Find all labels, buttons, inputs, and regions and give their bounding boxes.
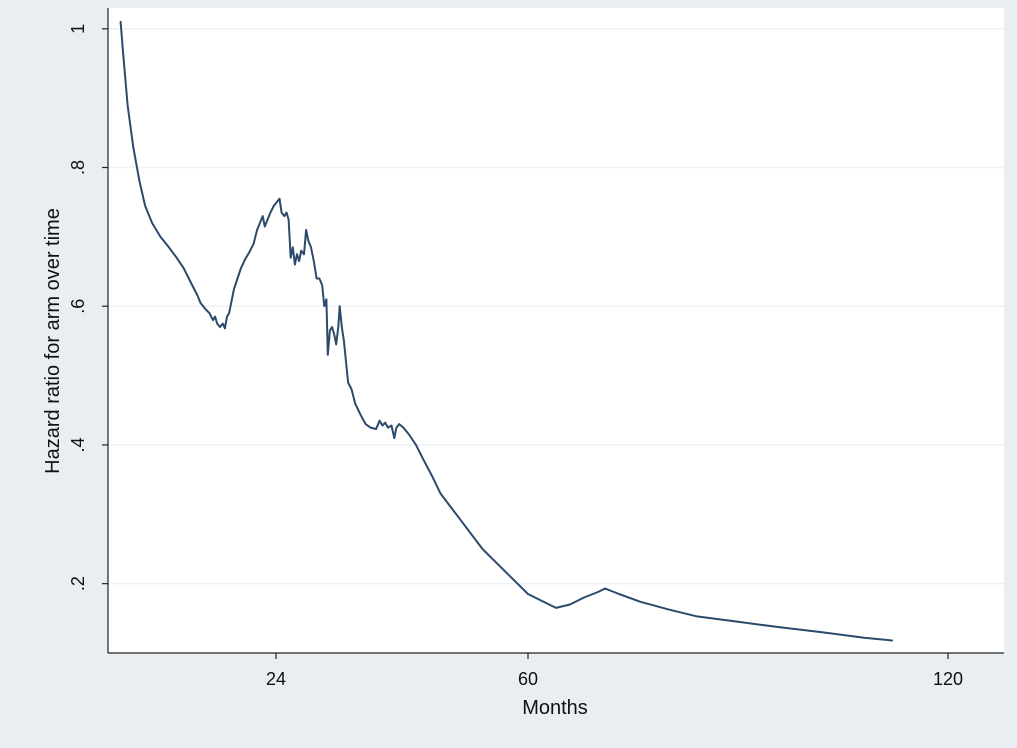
tick-labels: .2 .4 .6 .8 1 24 60 120: [68, 24, 963, 689]
y-tick-label: .2: [68, 576, 88, 591]
axes: [102, 8, 1004, 659]
plot-area: [108, 8, 1004, 653]
y-tick-label: 1: [68, 24, 88, 34]
series-layer: [119, 20, 893, 642]
y-tick-label: .4: [68, 437, 88, 452]
grid-lines: [108, 28, 1004, 585]
y-tick-label: .8: [68, 160, 88, 175]
x-axis-title: Months: [522, 697, 588, 719]
y-tick-label: .6: [68, 299, 88, 314]
series-line: [119, 20, 893, 642]
y-axis-title: Hazard ratio for arm over time: [42, 208, 64, 474]
x-tick-label: 120: [933, 669, 963, 689]
x-tick-label: 60: [518, 669, 538, 689]
x-tick-label: 24: [266, 669, 286, 689]
